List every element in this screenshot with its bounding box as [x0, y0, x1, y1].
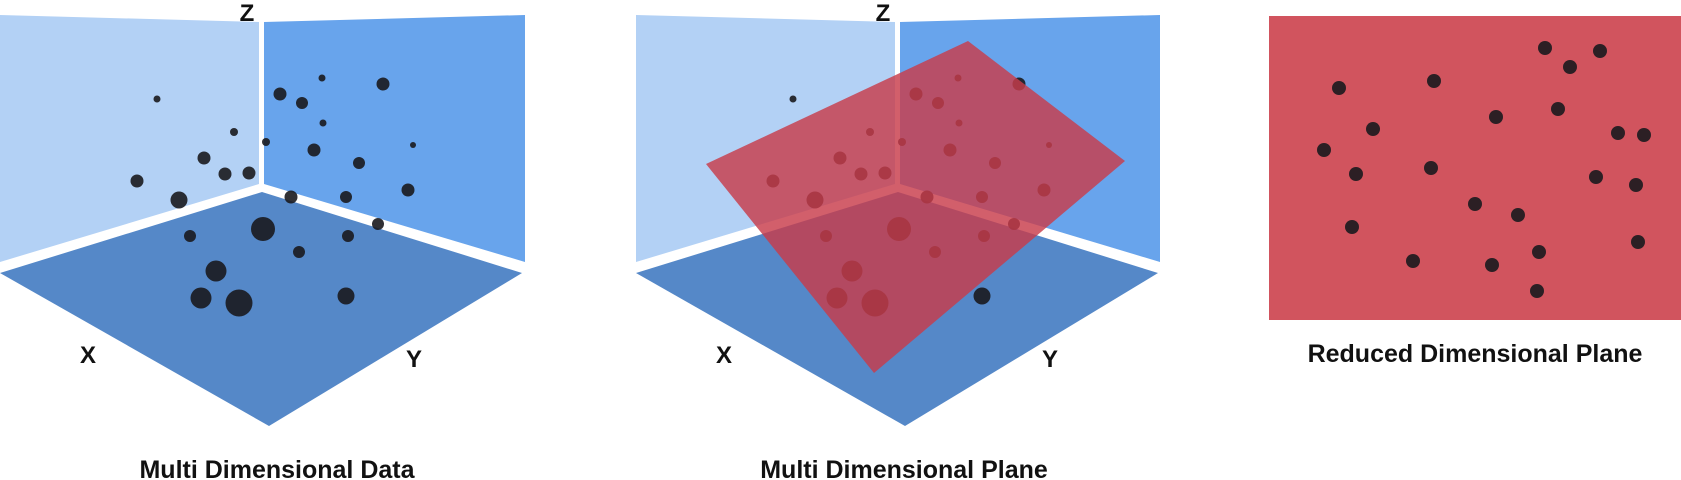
caption-multi-dimensional-data: Multi Dimensional Data: [139, 456, 415, 480]
data-point: [1345, 220, 1359, 234]
y-axis-label: Y: [406, 346, 422, 373]
data-point: [218, 167, 232, 181]
data-point: [153, 95, 161, 103]
caption-multi-dimensional-plane: Multi Dimensional Plane: [760, 456, 1048, 480]
data-point: [1424, 161, 1438, 175]
x-axis-label: X: [716, 342, 732, 369]
data-point: [318, 74, 326, 82]
data-point: [1427, 74, 1441, 88]
data-point: [205, 260, 227, 282]
data-point: [1317, 143, 1331, 157]
data-point: [251, 217, 275, 241]
left-wall: [0, 15, 259, 262]
caption-reduced-dimensional-plane: Reduced Dimensional Plane: [1308, 340, 1643, 368]
data-point: [1589, 170, 1603, 184]
z-axis-label: Z: [876, 0, 891, 27]
data-point: [170, 191, 188, 209]
panel-multi-dimensional-data: Z X Y Multi Dimensional Data: [0, 0, 525, 480]
data-point: [293, 246, 305, 258]
data-point: [973, 287, 991, 305]
data-point: [1637, 128, 1651, 142]
data-point: [1593, 44, 1607, 58]
data-point: [273, 87, 287, 101]
data-point: [1489, 110, 1503, 124]
data-point: [1551, 102, 1565, 116]
data-point: [1511, 208, 1525, 222]
data-points: [130, 74, 416, 317]
data-point: [789, 95, 797, 103]
data-point: [1332, 81, 1346, 95]
data-point: [401, 183, 415, 197]
data-point: [130, 174, 144, 188]
data-point: [1406, 254, 1420, 268]
data-point: [372, 218, 384, 230]
panel-reduced-dimensional-plane: Reduced Dimensional Plane: [1269, 16, 1681, 368]
data-point: [376, 77, 390, 91]
data-point: [1538, 41, 1552, 55]
data-point: [337, 287, 355, 305]
data-point: [190, 287, 212, 309]
data-point: [340, 191, 352, 203]
projection-plane: [706, 41, 1125, 373]
y-axis-label: Y: [1042, 346, 1058, 373]
data-point: [1485, 258, 1499, 272]
data-point: [1629, 178, 1643, 192]
data-point: [307, 143, 321, 157]
right-wall: [264, 15, 525, 262]
data-point: [353, 157, 365, 169]
data-point: [1468, 197, 1482, 211]
data-point: [1349, 167, 1363, 181]
data-point: [1532, 245, 1546, 259]
x-axis-label: X: [80, 342, 96, 369]
data-point: [319, 119, 327, 127]
z-axis-label: Z: [240, 0, 255, 27]
data-point: [225, 289, 253, 317]
data-point: [242, 166, 256, 180]
panel-multi-dimensional-plane: Z X Y Multi Dimensional Plane: [636, 0, 1160, 480]
data-point: [410, 142, 416, 148]
floor-plane: [0, 192, 522, 426]
reduced-plane: [1269, 16, 1681, 320]
data-point: [1611, 126, 1625, 140]
data-points: [1317, 41, 1651, 298]
data-point: [296, 97, 308, 109]
data-point: [184, 230, 196, 242]
data-point: [342, 230, 354, 242]
data-point: [1366, 122, 1380, 136]
data-point: [230, 128, 238, 136]
data-point: [262, 138, 270, 146]
data-point: [1530, 284, 1544, 298]
data-point: [284, 190, 298, 204]
data-point: [1563, 60, 1577, 74]
data-point: [197, 151, 211, 165]
data-point: [1631, 235, 1645, 249]
